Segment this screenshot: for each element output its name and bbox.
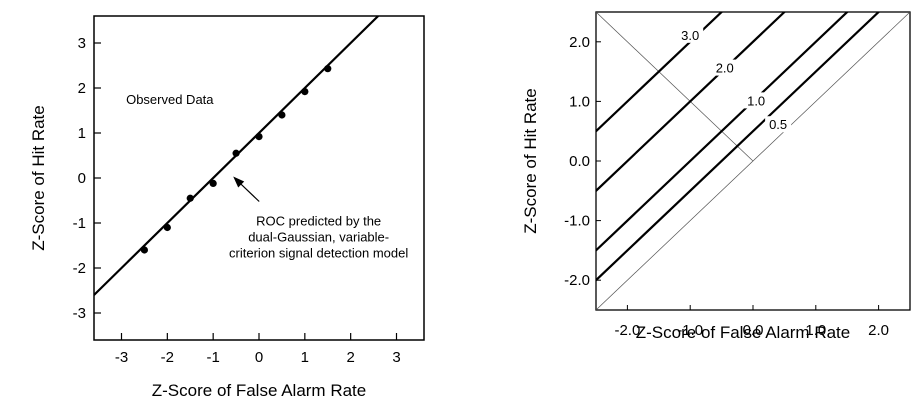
iso-sensitivity-line	[596, 12, 849, 252]
left-x-tick-label: 0	[255, 349, 263, 366]
right-x-tick-label: 2.0	[868, 322, 889, 339]
left-x-tick-label: 1	[301, 349, 309, 366]
dprime-label: 3.0	[681, 28, 699, 43]
observed-data-point	[163, 223, 171, 232]
observed-data-point	[255, 133, 263, 141]
left-x-tick-label: -2	[161, 349, 174, 366]
chance-diagonal-line	[596, 12, 910, 310]
right-x-axis-title: Z-Score of False Alarm Rate	[636, 323, 850, 342]
left-roc-chart: -3 -2 -1 0 1 2 3 -3 -2 -1 0 1 2 3 Z-Score of False Ala…	[29, 15, 425, 400]
iso-sensitivity-line	[596, 12, 786, 193]
left-x-tick-label: 3	[392, 349, 400, 366]
right-y-tick-label: 0.0	[569, 153, 590, 170]
right-y-tick-label: 2.0	[569, 34, 590, 51]
left-x-tick-label: 2	[346, 349, 354, 366]
dprime-label-bg	[743, 92, 770, 109]
iso-sensitivity-line	[596, 12, 724, 133]
roc-annotation-line: dual-Gaussian, variable-	[248, 229, 389, 244]
dprime-label-bg	[711, 59, 738, 76]
annotation-arrow	[237, 181, 260, 202]
perpendicular-guide-line	[596, 12, 754, 162]
observed-data-point	[140, 246, 149, 254]
right-x-tick-label: 1.0	[805, 322, 826, 339]
observed-data-point	[186, 194, 194, 202]
roc-annotation-line: ROC predicted by the	[256, 213, 381, 228]
left-plot-frame	[93, 15, 425, 341]
dprime-label-bg	[677, 26, 704, 43]
right-y-axis-title: Z-Score of Hit Rate	[521, 88, 540, 234]
dprime-label-bg	[765, 116, 792, 133]
left-y-tick-label: -2	[73, 260, 86, 277]
left-x-tick-label: -1	[206, 349, 219, 366]
left-x-tick-label: -3	[115, 349, 128, 366]
observed-data-point	[324, 65, 332, 73]
left-y-tick-label: -1	[73, 215, 86, 232]
left-y-tick-label: 3	[78, 35, 86, 52]
dprime-label: 0.5	[769, 117, 787, 132]
right-x-tick-label: -1.0	[677, 322, 703, 339]
dprime-label: 1.0	[747, 93, 765, 108]
observed-data-annotation: Observed Data	[126, 92, 214, 107]
dprime-label: 2.0	[716, 61, 734, 76]
observed-data-point	[278, 111, 286, 119]
observed-data-point	[209, 179, 217, 187]
right-y-tick-label: 1.0	[569, 93, 590, 110]
left-y-tick-label: 1	[78, 125, 86, 142]
roc-annotation-line: criterion signal detection model	[229, 245, 408, 260]
right-y-tick-label: -2.0	[564, 272, 590, 289]
right-y-tick-label: -1.0	[564, 213, 590, 230]
left-x-axis-title: Z-Score of False Alarm Rate	[152, 381, 366, 400]
right-roc-chart: -2.0 -1.0 0.0 1.0 2.0 -2.0 -1.0 0.0 1.0 2.0 Z-Scor…	[521, 11, 911, 342]
annotation-arrow-head	[233, 176, 245, 188]
left-y-tick-label: -3	[73, 305, 86, 322]
iso-sensitivity-line	[596, 12, 881, 282]
observed-data-point	[301, 88, 309, 96]
observed-data-point	[232, 149, 240, 157]
left-y-axis-title: Z-Score of Hit Rate	[29, 105, 48, 251]
right-x-tick-label: -2.0	[614, 322, 640, 339]
left-y-tick-label: 2	[78, 80, 86, 97]
left-y-tick-label: 0	[78, 170, 86, 187]
right-x-tick-label: 0.0	[743, 322, 764, 339]
